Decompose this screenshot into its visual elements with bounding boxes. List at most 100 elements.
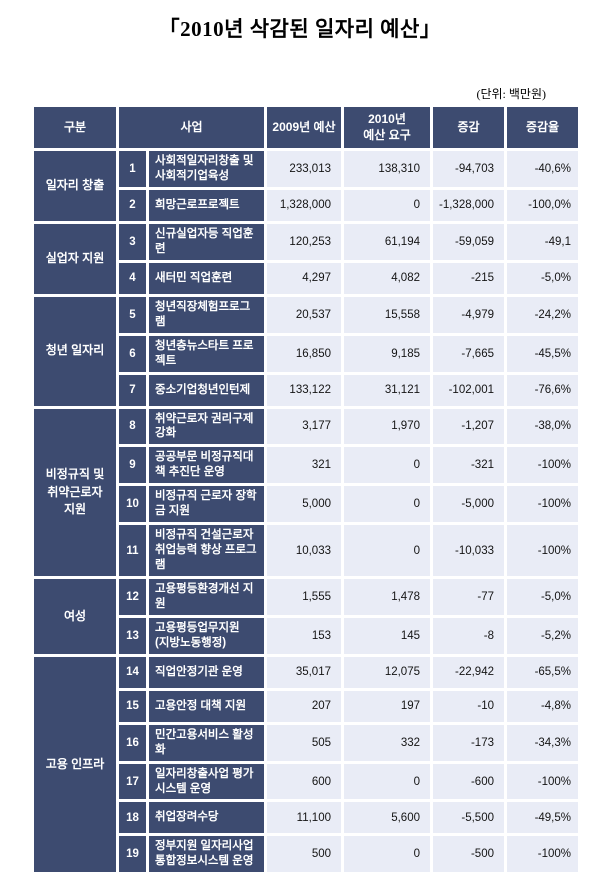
request-2010-cell: 145 [344,617,430,654]
project-name-cell: 민간고용서비스 활성화 [149,724,264,761]
budget-2009-cell: 35,017 [267,656,341,688]
project-name-cell: 고용안정 대책 지원 [149,690,264,722]
project-name-cell: 새터민 직업훈련 [149,262,264,294]
project-name-cell: 공공부문 비정규직대책 추진단 운영 [149,447,264,484]
request-2010-cell: 0 [344,763,430,800]
change-rate-cell: -24,2% [507,296,578,333]
change-cell: -321 [433,447,504,484]
budget-table: 구분 사업 2009년 예산 2010년 예산 요구 증감 증감율 일자리 창출… [31,104,581,875]
change-rate-cell: -5,0% [507,262,578,294]
header-budget-2009: 2009년 예산 [267,107,341,148]
header-project: 사업 [119,107,264,148]
category-cell: 고용 인프라 [34,656,116,873]
change-rate-cell: -4,8% [507,690,578,722]
change-cell: -173 [433,724,504,761]
table-header: 구분 사업 2009년 예산 2010년 예산 요구 증감 증감율 [34,107,578,148]
project-name-cell: 고용평등환경개선 지원 [149,578,264,615]
project-name-cell: 취업장려수당 [149,802,264,834]
budget-2009-cell: 1,555 [267,578,341,615]
change-rate-cell: -45,5% [507,335,578,372]
request-2010-cell: 1,478 [344,578,430,615]
request-2010-cell: 31,121 [344,374,430,406]
change-rate-cell: -5,2% [507,617,578,654]
change-cell: -500 [433,836,504,873]
project-name-cell: 사회적일자리창출 및 사회적기업육성 [149,151,264,187]
table-row: 실업자 지원 3 신규실업자등 직업훈련 120,253 61,194 -59,059 -4… [34,223,578,294]
budget-2009-cell: 321 [267,447,341,484]
change-cell: -10 [433,690,504,722]
change-rate-cell: -100% [507,447,578,484]
change-rate-cell: -65,5% [507,656,578,688]
change-cell: -10,033 [433,525,504,576]
budget-2009-cell: 5,000 [267,486,341,523]
change-cell: -59,059 [433,223,504,260]
change-rate-cell: -100% [507,486,578,523]
project-name-cell: 비정규직 건설근로자 취업능력 향상 프로그램 [149,525,264,576]
table-body: 일자리 창출 1 사회적일자리창출 및 사회적기업육성 233,013 138,310-… [34,151,578,873]
row-number-cell: 16 [119,724,146,761]
change-rate-cell: -100,0% [507,189,578,221]
budget-2009-cell: 16,850 [267,335,341,372]
table-row: 비정규직 및 취약근로자 지원 8 취약근로자 권리구제 강화 3,177 1,970-… [34,408,578,576]
change-rate-cell: -5,0% [507,578,578,615]
project-name-cell: 중소기업청년인턴제 [149,374,264,406]
change-rate-cell: -100% [507,525,578,576]
budget-2009-cell: 500 [267,836,341,873]
row-number-cell: 10 [119,486,146,523]
table-row: 7 중소기업청년인턴제 133,122 31,121 -102,001 -76,6% [34,374,578,406]
request-2010-cell: 0 [344,836,430,873]
request-2010-cell: 0 [344,189,430,221]
row-number-cell: 4 [119,262,146,294]
table-row: 4 새터민 직업훈련 4,297 4,082 -215 -5,0% [34,262,578,294]
request-2010-cell: 197 [344,690,430,722]
request-2010-cell: 0 [344,447,430,484]
change-rate-cell: -34,3% [507,724,578,761]
unit-note: (단위: 백만원) [476,87,546,101]
request-2010-cell: 1,970 [344,408,430,445]
header-row: 구분 사업 2009년 예산 2010년 예산 요구 증감 증감율 [34,107,578,148]
change-cell: -5,500 [433,802,504,834]
budget-2009-cell: 4,297 [267,262,341,294]
table-row: 2 희망근로프로젝트 1,328,000 0 -1,328,000 -100,0% [34,189,578,221]
table-row: 6 청년층뉴스타트 프로젝트 16,850 9,185 -7,665 -45,5% [34,335,578,372]
request-2010-cell: 9,185 [344,335,430,372]
change-rate-cell: -49,1 [507,223,578,260]
table-row: 11 비정규직 건설근로자 취업능력 향상 프로그램 10,033 0 -10,033-… [34,525,578,576]
table-row: 고용 인프라 14 직업안정기관 운영 35,017 12,075 -22,942 -65,… [34,656,578,873]
budget-2009-cell: 207 [267,690,341,722]
change-rate-cell: -49,5% [507,802,578,834]
change-cell: -215 [433,262,504,294]
change-cell: -102,001 [433,374,504,406]
request-2010-cell: 12,075 [344,656,430,688]
budget-2009-cell: 120,253 [267,223,341,260]
change-rate-cell: -100% [507,836,578,873]
change-cell: -600 [433,763,504,800]
project-name-cell: 일자리창출사업 평가시스템 운영 [149,763,264,800]
project-name-cell: 신규실업자등 직업훈련 [149,223,264,260]
header-change-rate: 증감율 [507,107,578,148]
page: 「2010년 삭감된 일자리 예산」 (단위: 백만원) 구분 사업 2009년… [0,13,600,875]
budget-2009-cell: 20,537 [267,296,341,333]
row-number-cell: 5 [119,296,146,333]
category-cell: 일자리 창출 [34,151,116,221]
category-cell: 비정규직 및 취약근로자 지원 [34,408,116,576]
change-cell: -5,000 [433,486,504,523]
request-2010-cell: 0 [344,486,430,523]
row-number-cell: 18 [119,802,146,834]
project-name-cell: 정부지원 일자리사업 통합정보시스템 운영 [149,836,264,873]
table-row: 15 고용안정 대책 지원 207 197 -10 -4,8% [34,690,578,722]
row-number-cell: 3 [119,223,146,260]
change-rate-cell: -76,6% [507,374,578,406]
request-2010-cell: 5,600 [344,802,430,834]
request-2010-cell: 61,194 [344,223,430,260]
header-category: 구분 [34,107,116,148]
change-rate-cell: -100% [507,763,578,800]
header-change: 증감 [433,107,504,148]
category-cell: 실업자 지원 [34,223,116,294]
change-cell: -22,942 [433,656,504,688]
project-name-cell: 비정규직 근로자 장학금 지원 [149,486,264,523]
change-cell: -1,207 [433,408,504,445]
budget-2009-cell: 1,328,000 [267,189,341,221]
page-title: 「2010년 삭감된 일자리 예산」 [158,17,442,41]
request-2010-cell: 4,082 [344,262,430,294]
